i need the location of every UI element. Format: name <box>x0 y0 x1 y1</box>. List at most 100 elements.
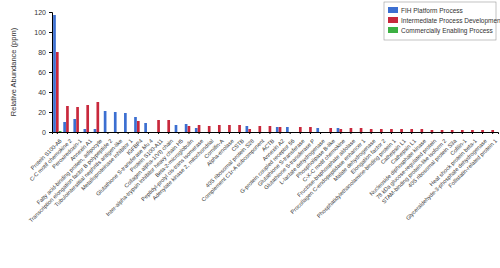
bar <box>89 132 92 133</box>
legend-swatch <box>388 7 398 13</box>
bar <box>433 132 436 133</box>
bar <box>225 132 228 133</box>
x-tick-mark <box>229 132 230 134</box>
y-tick: 80 <box>38 49 52 56</box>
bar <box>269 126 272 132</box>
x-tick: Transcription elongation factor B polype… <box>28 132 114 223</box>
bar <box>76 107 79 132</box>
bar <box>246 126 249 132</box>
x-tick-label: Glyceraldehyde-3-phosphate dehydrogenase <box>405 138 488 221</box>
plot-area: 020406080100120Protein S100-A6C-C motif … <box>28 9 499 224</box>
x-tick-mark <box>482 132 483 134</box>
bar <box>127 132 130 133</box>
bar <box>134 117 137 132</box>
bar <box>400 129 403 132</box>
y-tick-mark <box>49 92 52 93</box>
y-axis: 020406080100120 <box>34 9 52 136</box>
x-tick-mark <box>290 132 291 134</box>
bar <box>221 132 224 133</box>
bar <box>170 132 173 133</box>
x-tick-mark <box>188 132 189 134</box>
bar <box>312 132 315 133</box>
bar <box>124 113 127 132</box>
y-tick-mark <box>49 72 52 73</box>
bar <box>195 128 198 132</box>
y-tick-label: 20 <box>38 109 46 116</box>
bar <box>296 132 299 133</box>
bar <box>201 132 204 133</box>
bar <box>198 125 201 132</box>
x-tick-mark <box>239 132 240 134</box>
bar <box>468 132 471 133</box>
bar <box>494 132 497 133</box>
bar <box>150 132 153 133</box>
x-tick-mark <box>249 132 250 134</box>
bar <box>393 132 396 133</box>
y-tick: 120 <box>34 9 52 16</box>
bar <box>140 132 143 133</box>
y-tick: 40 <box>38 89 52 96</box>
y-tick-mark <box>49 52 52 53</box>
bar <box>428 132 431 133</box>
bar <box>423 132 426 133</box>
x-tick-mark <box>77 132 78 134</box>
bar <box>180 132 183 133</box>
bar <box>471 130 474 132</box>
bar <box>165 132 168 133</box>
bar <box>120 132 123 133</box>
y-tick: 100 <box>34 29 52 36</box>
bar <box>347 132 350 133</box>
bar <box>373 132 376 133</box>
bar <box>261 132 264 133</box>
y-tick: 60 <box>38 69 52 76</box>
bar <box>420 129 423 132</box>
bar <box>474 132 477 133</box>
bar <box>322 132 325 133</box>
bar <box>137 121 140 132</box>
x-tick: Glyceraldehyde-3-phosphate dehydrogenase <box>405 132 488 221</box>
bar <box>211 132 214 133</box>
bar <box>271 132 274 133</box>
bar <box>109 132 112 133</box>
bar <box>464 132 467 133</box>
bar <box>461 130 464 132</box>
x-tick-mark <box>118 132 119 134</box>
bar <box>380 129 383 132</box>
bar <box>478 132 481 133</box>
y-tick-mark <box>49 132 52 133</box>
bar <box>363 132 366 133</box>
legend-label: Intermediate Process Development <box>401 17 500 25</box>
chart: 020406080100120Protein S100-A6C-C motif … <box>0 0 500 268</box>
x-tick-mark <box>57 132 58 134</box>
y-tick-mark <box>49 12 52 13</box>
bar <box>431 130 434 132</box>
x-tick-mark <box>168 132 169 134</box>
x-axis: Protein S100-A6C-C motif chemokine 2Pero… <box>28 132 499 223</box>
bar <box>185 124 188 132</box>
bar <box>99 132 102 133</box>
bar <box>448 132 451 133</box>
bar <box>289 132 292 133</box>
bar <box>327 132 330 133</box>
bar <box>451 130 454 132</box>
bar <box>276 127 279 132</box>
legend-label: FIH Platform Process <box>401 7 464 14</box>
bar <box>94 129 97 132</box>
bar <box>107 132 110 133</box>
bar <box>154 132 157 133</box>
bar <box>208 126 211 132</box>
bar <box>205 132 208 133</box>
bar <box>241 132 244 133</box>
x-tick-mark <box>148 132 149 134</box>
legend-swatch <box>388 27 398 33</box>
bar <box>130 132 133 133</box>
x-tick-mark <box>209 132 210 134</box>
x-axis-line <box>53 133 499 135</box>
legend-swatch <box>388 17 398 23</box>
bar <box>84 129 87 132</box>
bar <box>357 132 360 133</box>
bar <box>418 132 421 133</box>
bar <box>228 125 231 132</box>
bar <box>147 132 150 133</box>
legend-item: Intermediate Process Development <box>388 17 500 25</box>
